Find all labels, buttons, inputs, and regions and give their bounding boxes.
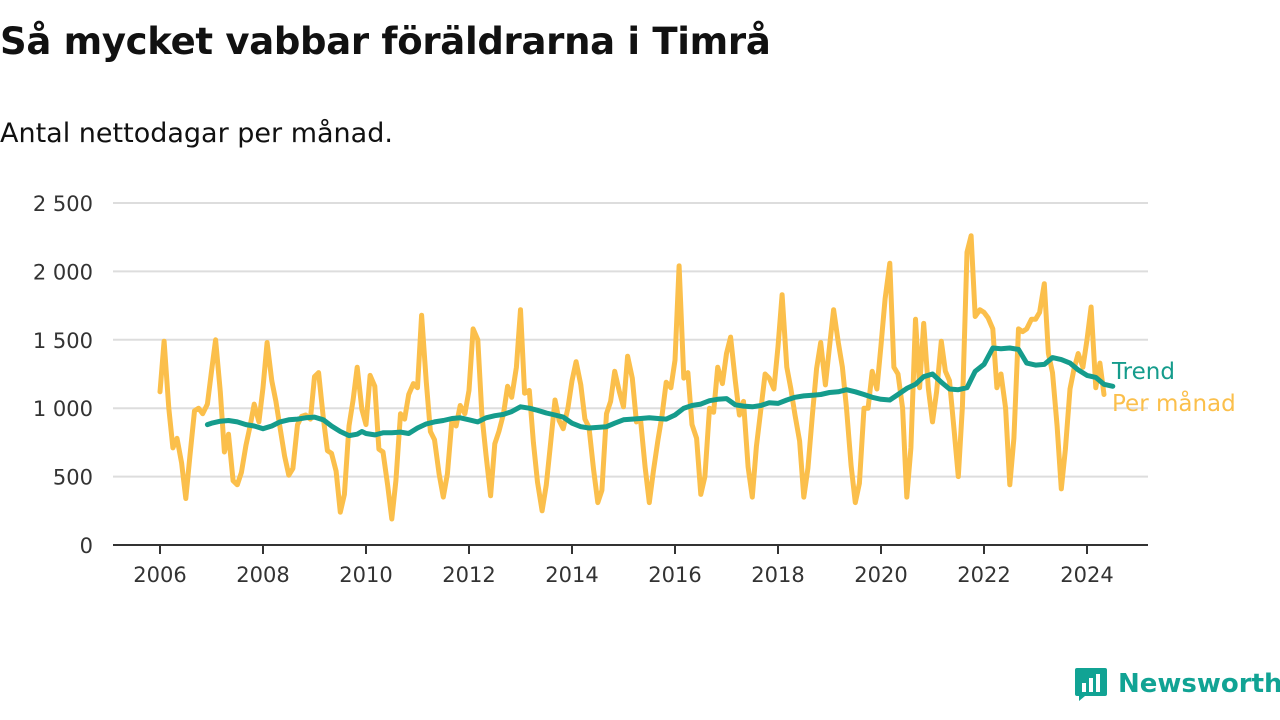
x-tick-label: 2008 <box>236 563 289 587</box>
y-tick-label: 2 000 <box>33 260 93 284</box>
series-label-per-m-nad: Per månad <box>1112 389 1236 417</box>
y-tick-label: 0 <box>80 534 93 558</box>
x-tick-label: 2006 <box>133 563 186 587</box>
y-tick-label: 2 500 <box>33 192 93 216</box>
y-tick-label: 1 000 <box>33 397 93 421</box>
chart-title: Så mycket vabbar föräldrarna i Timrå <box>0 20 771 63</box>
newsworthy-logo-icon <box>1075 668 1107 701</box>
x-tick-label: 2010 <box>339 563 392 587</box>
brand-name: Newsworthy <box>1118 669 1280 699</box>
series-line-trend <box>204 345 1116 439</box>
series-labels: Per månad Trend <box>1111 359 1236 417</box>
series-line-per-m-nad <box>157 233 1107 522</box>
x-tick-label: 2020 <box>854 563 907 587</box>
y-axis-ticks: 0 500 1 000 1 500 2 000 2 500 <box>33 192 93 558</box>
y-tick-label: 1 500 <box>33 329 93 353</box>
x-axis-ticks: 2006 2008 2010 2012 2014 2016 2018 2020 2022 2024 <box>133 545 1114 587</box>
x-tick-label: 2016 <box>648 563 701 587</box>
x-tick-label: 2022 <box>957 563 1010 587</box>
series <box>157 233 1116 522</box>
x-tick-label: 2024 <box>1060 563 1113 587</box>
newsworthy-brand: Newsworthy <box>1074 666 1280 702</box>
x-tick-label: 2012 <box>442 563 495 587</box>
x-tick-label: 2014 <box>545 563 598 587</box>
x-tick-label: 2018 <box>751 563 804 587</box>
gridlines <box>113 202 1148 478</box>
chart-subtitle: Antal nettodagar per månad. <box>0 118 393 149</box>
series-label-trend: Trend <box>1111 359 1175 385</box>
y-tick-label: 500 <box>53 466 93 490</box>
